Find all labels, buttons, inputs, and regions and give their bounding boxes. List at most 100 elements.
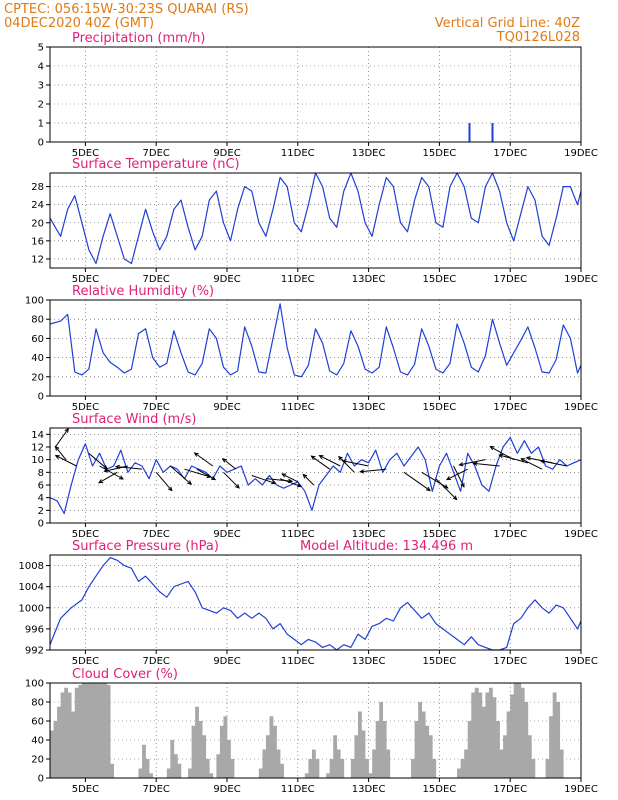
wind-arrow-head [426,486,431,492]
cloud-cover-bar [357,711,362,778]
wind-arrow-head [445,476,451,481]
wind-arrow [521,458,543,470]
temperature-ytick-label: 16 [31,236,44,247]
cloud-xtick-label: 19DEC [564,784,598,795]
cloud-cover-bar [273,725,277,778]
cloud-cover-bar [340,759,345,778]
cloud-cover-bar [464,749,469,778]
cloud-cover-bar [492,697,497,778]
wind-arrow [222,458,237,470]
cloud-cover-bar [315,759,320,778]
temperature-xtick-label: 19DEC [564,274,598,285]
cloud-cover-bar [379,702,384,778]
wind-arrow-head [235,484,240,489]
cloud-cover-bar [71,711,76,778]
wind-arrow [115,466,143,470]
cloud-cover-bar [527,735,532,778]
cloud-cover-bar [382,721,387,778]
humidity-title: Relative Humidity (%) [72,284,214,299]
cloud-cover-bar [531,759,536,778]
cloud-cover-bar [460,759,465,778]
precipitation-ytick-label: 0 [38,138,44,149]
cloud-cover-bar [191,725,196,778]
wind-ytick-label: 14 [31,430,44,441]
pressure-ytick-label: 1008 [19,561,44,572]
wind-arrow-head [103,465,109,470]
wind-arrow [281,473,299,483]
humidity-ytick-label: 20 [31,372,44,383]
cloud-cover-bar [336,749,341,778]
cloud-title: Cloud Cover (%) [72,667,178,682]
precipitation-ytick-label: 5 [38,43,44,54]
cloud-cover-bar [74,687,79,778]
header-station: CPTEC: 056:15W-30:23S QUARAI (RS) [4,2,249,17]
wind-arrow [99,465,124,480]
wind-arrow [279,478,302,487]
wind-arrow-head [498,453,504,459]
humidity-series-line [49,303,582,378]
cloud-cover-bar [92,683,97,778]
wind-arrow [421,471,448,489]
cloud-cover-bar [372,749,376,778]
wind-arrow [342,460,369,467]
temperature-xtick-label: 9DEC [213,274,240,285]
cloud-cover-bar [258,768,263,778]
surface-temperature-panel: Surface Temperature (nC) 12 16 20 24 28 5DEC 7D… [31,157,598,285]
pressure-frame [49,554,582,651]
cloud-cover-bar [425,725,430,778]
temperature-ytick-label: 20 [31,218,44,229]
pressure-xtick-label: 15DEC [423,656,457,667]
cloud-cover-bar [552,692,557,778]
cloud-cover-bar [471,692,476,778]
wind-arrow [265,478,292,482]
cloud-cover-bar [188,768,192,778]
temperature-xtick-label: 7DEC [143,274,170,285]
cloud-cover-bar [110,763,115,778]
humidity-xtick-label: 19DEC [564,402,598,413]
cloud-cover-bar [209,773,214,778]
precipitation-title: Precipitation (mm/h) [72,31,205,46]
cloud-cover-panel: Cloud Cover (%) 0 20 40 60 80 100 5DEC 7DEC 9DEC 1… [25,667,598,795]
wind-arrow [453,465,465,488]
cloud-cover-bar [262,749,267,778]
wind-xtick-label: 13DEC [352,529,386,540]
wind-arrow [88,452,108,470]
cloud-cover-bar [329,759,334,778]
wind-arrow [184,468,211,478]
cloud-xtick-label: 15DEC [423,784,457,795]
cloud-ytick-label: 80 [31,698,44,709]
wind-arrow [194,452,214,467]
wind-ytick-label: 4 [38,493,44,504]
wind-arrow-head [443,484,449,489]
header-grid-note: Vertical Grid Line: 40Z [435,16,580,31]
wind-xtick-label: 15DEC [423,529,457,540]
temperature-series-line [49,172,582,265]
wind-arrow [302,474,315,486]
temperature-xtick-label: 5DEC [72,274,99,285]
wind-xtick-label: 11DEC [281,529,315,540]
precipitation-xtick-label: 15DEC [423,148,457,159]
pressure-ytick-label: 1000 [19,603,44,614]
humidity-ytick-label: 100 [25,296,44,307]
cloud-cover-bar [549,716,553,778]
wind-arrow [459,459,486,466]
pressure-xtick-label: 17DEC [493,656,527,667]
wind-arrow [55,446,67,460]
cloud-cover-bar [64,687,68,778]
cloud-cover-bar [361,730,366,778]
cloud-cover-bar [350,759,355,778]
wind-arrow [251,475,276,484]
cloud-cover-bar [230,759,235,778]
cloud-cover-bar [269,716,274,778]
cloud-cover-bar [170,740,175,778]
cloud-cover-bar [421,711,426,778]
cloud-cover-bar [219,725,224,778]
wind-arrow-head [338,455,343,461]
wind-ytick-label: 2 [38,506,44,517]
cloud-cover-bar [559,749,564,778]
cloud-cover-bar [354,735,359,778]
precipitation-ytick-label: 1 [38,119,44,130]
pressure-ytick-label: 1004 [19,582,44,593]
relative-humidity-panel: Relative Humidity (%) 0 20 40 60 80 100 5DEC 7DE… [25,284,598,413]
